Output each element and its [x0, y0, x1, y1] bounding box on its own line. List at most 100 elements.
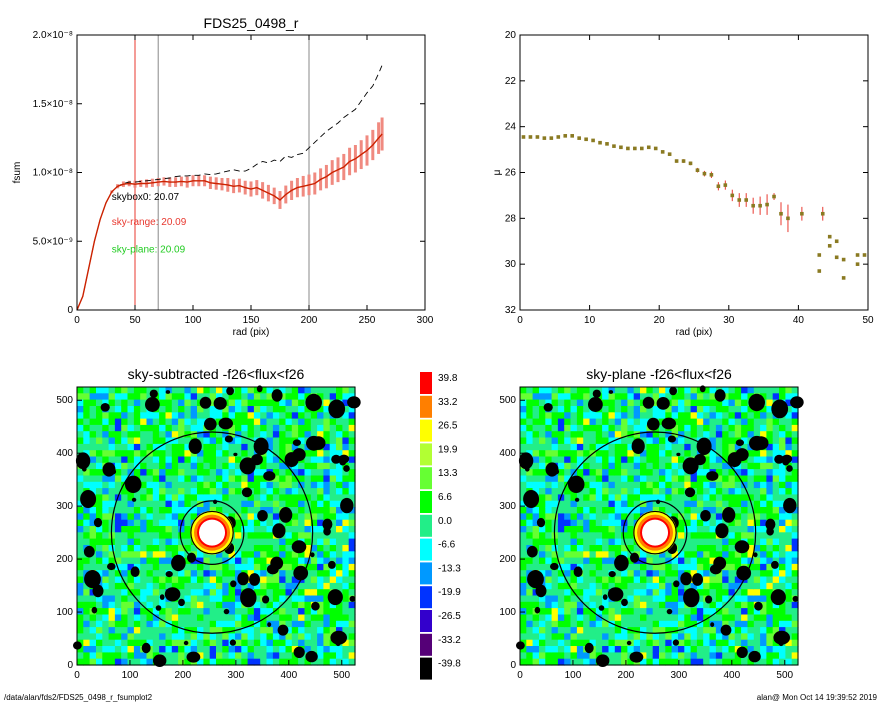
data-point — [737, 198, 742, 202]
x-tick-label: 400 — [723, 670, 740, 681]
masked-source — [124, 475, 142, 493]
masked-source — [279, 507, 293, 523]
masked-source — [224, 435, 233, 443]
masked-source — [781, 454, 793, 464]
masked-source — [271, 389, 283, 402]
masked-source — [263, 471, 276, 481]
colorbar-swatch — [420, 467, 432, 490]
masked-source — [253, 437, 269, 455]
galaxy-core — [642, 519, 669, 546]
masked-source — [75, 452, 91, 470]
data-point — [786, 216, 790, 221]
y-tick-label: 0 — [510, 660, 516, 671]
colorbar-label: -19.9 — [438, 587, 461, 598]
masked-source — [602, 594, 608, 600]
aperture-circle — [553, 431, 757, 634]
masked-source — [735, 439, 745, 447]
masked-source — [550, 562, 559, 571]
masked-source — [629, 651, 644, 663]
data-point — [841, 276, 846, 280]
masked-source — [292, 448, 306, 462]
masked-source — [131, 497, 137, 502]
masked-source — [330, 630, 348, 645]
masked-source — [669, 386, 677, 396]
y-tick-label: 26 — [505, 168, 517, 179]
colorbar-label: 39.8 — [438, 373, 458, 384]
masked-source — [518, 452, 534, 470]
masked-source — [102, 462, 116, 477]
masked-source — [592, 389, 601, 398]
aperture-circle — [179, 500, 245, 565]
data-point — [521, 135, 526, 139]
colorbar-swatch — [420, 372, 432, 394]
data-point — [751, 203, 755, 208]
annotation-label: sky-plane: 20.09 — [112, 244, 186, 255]
data-point — [681, 159, 686, 163]
data-point — [709, 172, 714, 177]
x-tick-label: 300 — [228, 670, 245, 681]
colorbar-label: 33.2 — [438, 397, 458, 408]
masked-source — [230, 580, 237, 588]
masked-source — [661, 417, 676, 430]
data-point — [765, 202, 769, 207]
masked-source — [347, 396, 361, 409]
masked-source — [145, 397, 160, 412]
data-point — [619, 145, 623, 150]
masked-source — [710, 622, 715, 627]
masked-source — [771, 560, 779, 569]
colorbar-label: -13.3 — [438, 563, 461, 574]
masked-source — [748, 650, 761, 663]
colorbar-swatch — [420, 491, 432, 513]
colorbar-label: 26.5 — [438, 421, 458, 432]
masked-source — [80, 490, 97, 508]
masked-source — [680, 572, 692, 586]
image-title: sky-plane -f26<flux<f26 — [586, 366, 732, 382]
y-tick-label: 100 — [499, 607, 516, 618]
masked-source — [713, 556, 727, 570]
masked-source — [684, 487, 696, 498]
y-tick-label: 400 — [56, 448, 73, 459]
colorbar-swatch — [420, 633, 432, 656]
masked-source — [608, 390, 614, 394]
masked-source — [667, 435, 677, 443]
x-tick-label: 100 — [565, 670, 582, 681]
data-point — [800, 211, 804, 216]
masked-source — [706, 471, 719, 481]
masked-source — [792, 595, 799, 602]
masked-source — [241, 487, 253, 498]
x-tick-label: 20 — [654, 315, 666, 326]
x-tick-label: 100 — [185, 315, 202, 326]
masked-source — [754, 601, 763, 611]
masked-source — [666, 608, 673, 615]
annotation-label: sky-range: 20.09 — [112, 217, 187, 228]
x-axis-label: rad (pix) — [233, 327, 270, 338]
masked-source — [536, 517, 546, 528]
data-point — [820, 211, 825, 216]
masked-source — [766, 527, 774, 536]
masked-source — [754, 436, 769, 450]
data-point — [528, 135, 533, 139]
data-point — [702, 171, 707, 176]
x-tick-label: 0 — [517, 670, 523, 681]
masked-source — [790, 396, 804, 409]
data-point — [612, 144, 616, 148]
data-point — [695, 168, 700, 173]
masked-source — [93, 517, 103, 528]
masked-source — [311, 436, 326, 450]
masked-source — [607, 587, 624, 602]
masked-source — [567, 475, 585, 493]
data-point — [646, 145, 651, 150]
masked-source — [141, 642, 151, 654]
data-point — [549, 136, 554, 140]
y-tick-label: 200 — [56, 554, 73, 565]
x-tick-label: 0 — [517, 315, 523, 326]
footer-timestamp: alan@ Mon Oct 14 19:39:52 2019 — [756, 693, 877, 702]
data-point — [633, 146, 637, 151]
masked-source — [165, 571, 173, 578]
y-tick-label: 1.5×10⁻⁸ — [33, 99, 73, 110]
masked-source — [584, 642, 594, 654]
y-tick-label: 1.0×10⁻⁸ — [33, 168, 73, 179]
colorbar-label: 19.9 — [438, 444, 458, 455]
x-tick-label: 100 — [122, 670, 139, 681]
colorbar-label: 6.6 — [438, 492, 452, 503]
